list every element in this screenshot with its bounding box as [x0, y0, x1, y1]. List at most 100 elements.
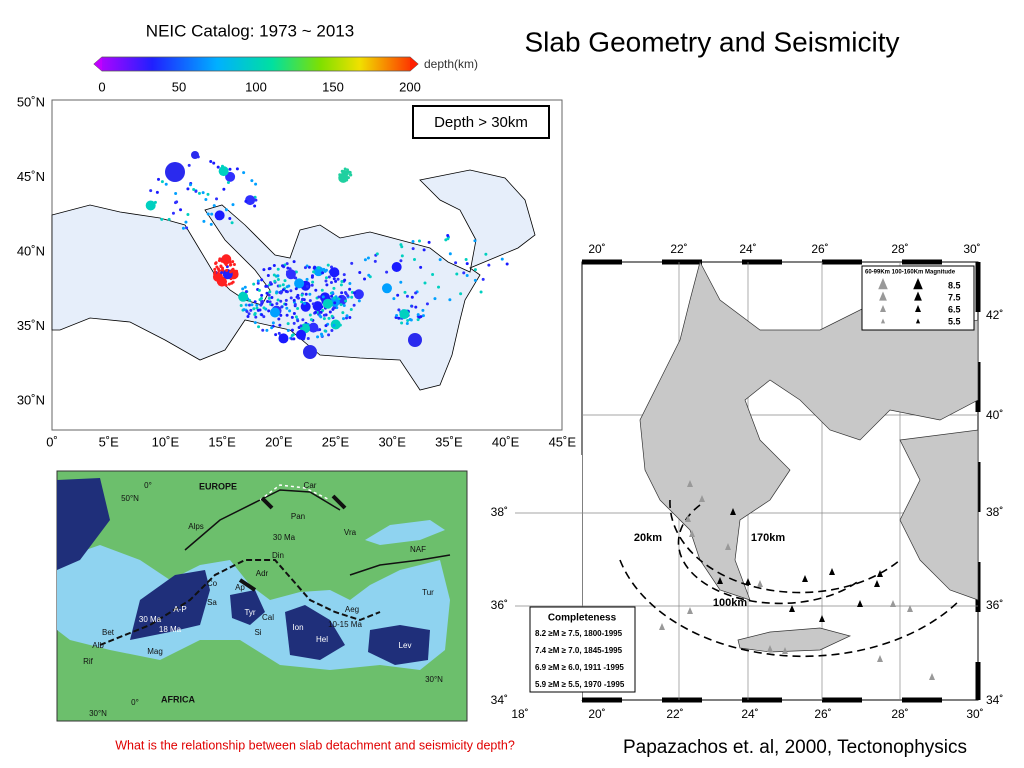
event-symbol	[929, 673, 935, 680]
map-label: Car	[304, 481, 317, 490]
quake-dot	[210, 212, 214, 216]
lon-label: 15˚E	[208, 434, 236, 449]
legend-symbol	[915, 318, 921, 324]
lat-label: 38˚	[491, 505, 508, 519]
quake-dot	[294, 278, 305, 289]
quake-dot	[350, 295, 354, 299]
quake-dot	[160, 217, 164, 221]
colorbar-tick: 0	[98, 79, 105, 94]
land	[899, 429, 979, 601]
quake-dot	[230, 221, 234, 225]
quake-dot	[347, 170, 351, 174]
quake-dot	[330, 329, 334, 333]
quake-dot	[231, 260, 235, 264]
quake-dot	[157, 177, 161, 181]
quake-dot	[305, 284, 309, 288]
quake-dot	[262, 315, 266, 319]
lat-label: 38˚	[986, 505, 1003, 519]
quake-dot	[342, 273, 346, 277]
quake-dot	[396, 293, 400, 297]
quake-dot	[215, 265, 219, 269]
quake-dot	[403, 290, 407, 294]
quake-dot	[464, 257, 468, 261]
quake-dot	[338, 295, 342, 299]
quake-dot	[399, 259, 403, 263]
quake-dot	[332, 323, 336, 327]
quake-dot	[160, 180, 164, 184]
quake-dot	[284, 289, 288, 293]
quake-dot	[204, 197, 208, 201]
quake-dot	[245, 195, 256, 206]
quake-dot	[228, 258, 232, 262]
quake-dot	[285, 306, 289, 310]
arrow	[238, 578, 257, 592]
quake-dot	[289, 296, 293, 300]
quake-dot	[341, 317, 345, 321]
quake-dot	[308, 292, 312, 296]
quake-dot	[342, 304, 346, 308]
quake-dot	[285, 313, 289, 317]
map-label: 30°N	[89, 709, 107, 718]
colorbar-tick: 200	[399, 79, 421, 94]
quake-dot	[313, 265, 317, 269]
quake-dot	[349, 308, 353, 312]
map-label: 0°	[131, 698, 139, 707]
quake-dot	[244, 303, 248, 307]
event-symbol	[857, 600, 863, 607]
quake-dot	[335, 306, 339, 310]
map-label: AFRICA	[161, 694, 195, 704]
quake-dot	[219, 274, 223, 278]
quake-dot	[220, 164, 224, 168]
quake-dot	[400, 254, 404, 258]
quake-dot	[465, 273, 469, 277]
quake-dot	[323, 269, 327, 273]
event-symbol	[802, 575, 808, 582]
quake-dot	[296, 306, 300, 310]
quake-dot	[381, 283, 392, 294]
quake-dot	[341, 174, 345, 178]
quake-dot	[254, 182, 258, 186]
lon-label: 26˚	[814, 707, 831, 721]
quake-dot	[273, 279, 277, 283]
quake-dot	[253, 321, 257, 325]
trench	[99, 559, 381, 646]
event-symbol	[829, 568, 835, 575]
quake-dot	[284, 298, 288, 302]
quake-dot	[308, 313, 312, 317]
quake-dot	[397, 308, 401, 312]
quake-dot	[465, 262, 469, 266]
quake-dot	[260, 278, 264, 282]
quake-dot	[310, 283, 314, 287]
legend-symbol	[880, 318, 886, 324]
colorbar-tick: 150	[322, 79, 344, 94]
quake-dot	[312, 270, 316, 274]
quake-dot	[405, 294, 409, 298]
quake-dot	[267, 293, 271, 297]
quake-dot	[333, 301, 337, 305]
thrust-front	[259, 484, 331, 501]
quake-dot	[310, 275, 314, 279]
quake-dot	[324, 276, 328, 280]
quake-dot	[281, 264, 285, 268]
lon-label: 25˚E	[322, 434, 350, 449]
quake-dot	[427, 240, 431, 244]
quake-dot	[224, 208, 228, 212]
quake-dot	[397, 316, 401, 320]
quake-dot	[331, 291, 335, 295]
quake-dot	[304, 292, 308, 296]
quake-dot	[327, 275, 331, 279]
quake-dot	[260, 313, 264, 317]
lon-label: 10˚E	[152, 434, 180, 449]
quake-dot	[408, 333, 422, 347]
citation: Papazachos et. al, 2000, Tectonophysics	[623, 737, 967, 758]
slide-title: Slab Geometry and Seismicity	[524, 26, 899, 57]
quake-dot	[229, 270, 233, 274]
colorbar-title: NEIC Catalog: 1973 ~ 2013	[146, 21, 354, 40]
quake-dot	[272, 263, 276, 267]
lon-label: 5˚E	[99, 434, 120, 449]
event-symbol	[730, 508, 736, 515]
quake-dot	[155, 190, 159, 194]
colorbar	[93, 56, 419, 72]
quake-dot	[416, 318, 420, 322]
